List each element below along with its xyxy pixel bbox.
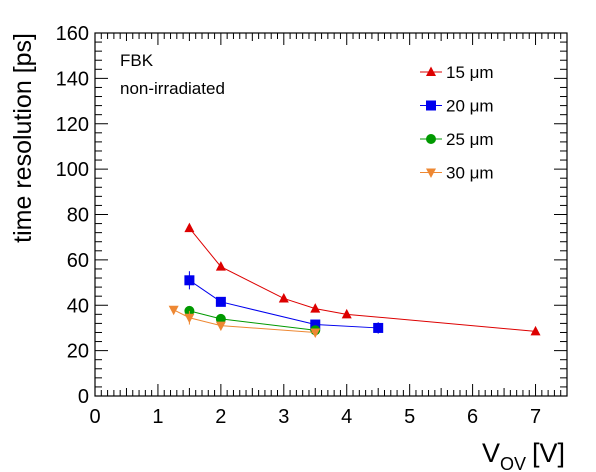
x-axis-label: VOV [V]	[482, 438, 565, 472]
legend-marker	[426, 134, 436, 144]
series-1	[184, 271, 384, 334]
x-tick-label: 1	[152, 406, 163, 428]
data-point	[215, 296, 226, 307]
annotation-non-irradiated: non-irradiated	[120, 79, 225, 98]
x-axis-label-unit: [V]	[532, 438, 565, 468]
data-point	[184, 275, 195, 286]
series-line	[173, 309, 316, 333]
y-tick-label: 160	[56, 23, 89, 45]
series-3	[168, 305, 321, 338]
legend-entry: 30 μm	[420, 164, 494, 183]
y-tick-label: 60	[67, 250, 89, 272]
legend-entry: 15 μm	[420, 63, 494, 82]
y-tick-label: 20	[67, 341, 89, 363]
y-tick-label: 120	[56, 114, 89, 136]
tick-labels: 0 1 2 3 4 5 6 7 0 20 40 60 80 100 120 140 160	[56, 23, 541, 428]
series-line	[189, 279, 379, 329]
legend: 15 μm 20 μm 25 μm 30 μm	[420, 63, 494, 183]
x-tick-label: 6	[467, 406, 478, 428]
series-0	[184, 222, 541, 336]
data-point	[278, 292, 289, 303]
x-tick-label: 3	[278, 406, 289, 428]
x-tick-label: 2	[215, 406, 226, 428]
data-point	[310, 328, 321, 338]
data-point	[310, 319, 321, 330]
y-tick-label: 140	[56, 68, 89, 90]
x-axis-label-subscript: OV	[500, 454, 526, 472]
legend-entry: 25 μm	[420, 130, 494, 149]
data-point	[215, 313, 226, 324]
y-tick-label: 40	[67, 295, 89, 317]
series-line	[189, 227, 536, 332]
data-point	[215, 321, 226, 332]
data-point	[184, 313, 195, 324]
y-tick-label: 100	[56, 159, 89, 181]
x-tick-label: 0	[89, 406, 100, 428]
legend-label: 15 μm	[446, 63, 494, 82]
y-tick-label: 0	[78, 386, 89, 408]
legend-label: 25 μm	[446, 130, 494, 149]
legend-marker	[426, 66, 436, 76]
plot-frame	[94, 32, 568, 397]
y-axis-label: time resolution [ps]	[9, 33, 37, 243]
data-point	[215, 261, 226, 271]
data-point	[310, 303, 321, 313]
legend-label: 20 μm	[446, 97, 494, 116]
data-point	[168, 305, 179, 316]
series-layer	[168, 222, 541, 338]
data-point	[341, 308, 352, 319]
x-tick-label: 7	[530, 406, 541, 428]
data-point	[184, 222, 195, 233]
legend-label: 30 μm	[446, 164, 494, 183]
y-tick-label: 80	[67, 205, 89, 227]
data-point	[530, 325, 541, 336]
legend-marker	[426, 168, 436, 178]
x-axis-label-main: V	[482, 438, 500, 468]
x-tick-label: 5	[404, 406, 415, 428]
data-point	[373, 322, 384, 333]
axis-ticks	[94, 32, 568, 397]
legend-entry: 20 μm	[420, 97, 494, 116]
x-tick-label: 4	[341, 406, 352, 428]
legend-marker	[426, 100, 436, 111]
annotation-fbk: FBK	[120, 51, 154, 70]
